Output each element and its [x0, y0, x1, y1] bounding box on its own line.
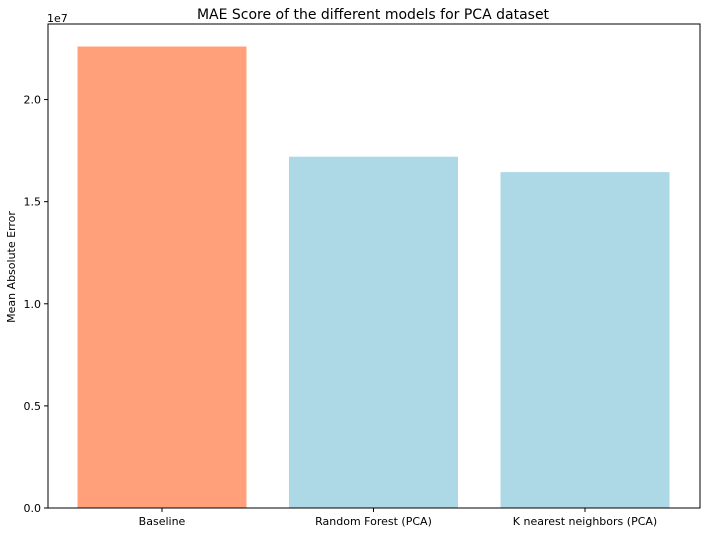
chart-title: MAE Score of the different models for PC…: [197, 7, 550, 23]
y-tick-label: 0.0: [24, 502, 42, 515]
bar-random-forest-pca: [289, 156, 458, 508]
bar-k-nearest-neighbors-pca: [500, 172, 670, 508]
plot-frame: [47, 23, 701, 509]
y-tick-label: 1.5: [24, 196, 42, 209]
y-axis-label: Mean Absolute Error: [5, 211, 18, 323]
y-tick-label: 2.0: [24, 94, 42, 107]
bar-baseline: [77, 46, 247, 508]
y-axis-scale-label: 1e7: [47, 12, 68, 25]
y-tick-label: 0.5: [24, 400, 42, 413]
y-tick-label: 1.0: [24, 298, 42, 311]
x-tick-label: Random Forest (PCA): [315, 515, 432, 528]
x-tick-label: Baseline: [139, 515, 186, 528]
bars-layer: [77, 46, 670, 508]
x-tick-label: K nearest neighbors (PCA): [513, 515, 657, 528]
ticks-layer: Baseline Random Forest (PCA) K nearest nei…: [24, 94, 658, 528]
